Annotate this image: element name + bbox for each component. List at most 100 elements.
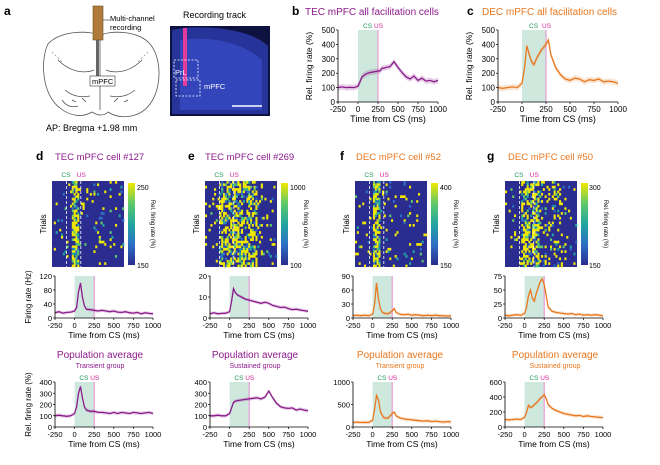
raster-cell — [378, 212, 381, 215]
raster-cell — [226, 243, 229, 246]
raster-cell — [521, 224, 524, 227]
raster-cell — [365, 190, 368, 194]
raster-cell — [73, 262, 76, 265]
raster-cell — [230, 219, 233, 222]
raster-cell — [100, 240, 103, 244]
raster-cell — [226, 259, 229, 263]
raster-cell — [255, 204, 258, 208]
raster-cell — [257, 226, 260, 230]
raster-cell — [255, 257, 258, 261]
raster-cell — [248, 185, 251, 189]
cb-g-max: 300 — [589, 185, 601, 192]
raster-cell — [71, 221, 74, 225]
raster-cell — [403, 183, 406, 187]
raster-cell — [241, 216, 244, 220]
y-tick-label: 200 — [322, 69, 336, 78]
raster-cell — [409, 262, 412, 265]
y-tick-label: 60 — [342, 286, 350, 295]
cs-label: CS — [214, 172, 224, 179]
raster-cell — [533, 212, 536, 215]
x-tick-label: 250 — [538, 430, 551, 439]
recording-drive — [92, 5, 104, 41]
y-tick-label: 200 — [39, 401, 52, 410]
x-tick-label: 0 — [371, 430, 375, 439]
raster-cell — [537, 243, 540, 246]
raster-cell — [226, 197, 229, 201]
raster-cell — [95, 221, 98, 225]
raster-cell — [537, 228, 540, 232]
raster-cell — [403, 195, 406, 199]
raster-cell — [400, 195, 403, 199]
raster-cell — [217, 207, 220, 210]
raster-cell — [374, 197, 377, 201]
raster-cell — [532, 195, 535, 199]
raster-cell — [208, 228, 211, 232]
raster-cell — [537, 240, 540, 244]
raster-cell — [219, 207, 222, 210]
raster-cell — [541, 255, 544, 258]
raster-cell — [219, 235, 222, 239]
raster-cell — [568, 185, 571, 189]
raster-cell — [564, 207, 567, 210]
raster-cell — [70, 190, 73, 194]
raster-cell — [241, 228, 244, 232]
raster-cell — [244, 188, 247, 191]
raster-cell — [523, 226, 526, 230]
raster-cell — [367, 240, 370, 244]
cs-shade — [372, 382, 393, 427]
raster-cell — [535, 255, 538, 258]
raster-cell — [373, 228, 376, 232]
raster-cell — [71, 188, 74, 191]
raster-cell — [79, 214, 82, 218]
raster-cell — [71, 228, 74, 232]
raster-cell — [239, 200, 242, 203]
raster-cell — [77, 226, 80, 230]
raster-cell — [537, 245, 540, 249]
raster-cell — [524, 257, 527, 261]
y-tick-label: 10 — [199, 293, 207, 302]
raster-cell — [66, 245, 69, 249]
raster-cell — [544, 255, 547, 258]
raster-cell — [523, 190, 526, 194]
raster-cell — [221, 216, 224, 220]
raster-cell — [537, 262, 540, 265]
raster-cell — [551, 224, 554, 227]
x-tick-label: -250 — [47, 430, 62, 439]
raster-cell — [548, 188, 551, 191]
raster-cell — [548, 262, 551, 265]
raster-cell — [376, 257, 379, 261]
raster-cell — [523, 228, 526, 232]
chart-c: CS US-250 0 250 500 750 10000100200300400500Ti… — [464, 23, 627, 124]
x-tick-label: 500 — [263, 321, 276, 330]
x-tick-label: 0 — [523, 430, 527, 439]
raster-cell — [233, 209, 236, 213]
raster-cell — [235, 195, 238, 199]
raster-cell — [537, 252, 540, 256]
series-line — [209, 286, 309, 315]
raster-cell — [248, 188, 251, 191]
raster-cell — [530, 183, 533, 187]
raster-cell — [271, 209, 274, 213]
raster-cell — [551, 195, 554, 199]
raster-cell — [373, 226, 376, 230]
raster-cell — [521, 257, 524, 261]
colorbar-label: Rel. firing rate (%) — [452, 200, 458, 248]
raster-cell — [77, 243, 80, 246]
raster-cell — [73, 200, 76, 203]
raster-cell — [360, 245, 363, 249]
y-tick-label: 600 — [489, 378, 502, 387]
raster-cell — [71, 264, 74, 268]
raster-cell — [528, 252, 531, 256]
cs-label: CS — [79, 375, 89, 382]
raster-cell — [273, 238, 276, 242]
raster-cell — [232, 181, 235, 184]
us-label: US — [230, 172, 240, 179]
raster-cell — [55, 231, 58, 234]
trials-label: Trials — [342, 214, 351, 233]
raster-cell — [242, 195, 245, 199]
us-label: US — [388, 375, 398, 382]
raster-cell — [532, 243, 535, 246]
y-tick-label: 400 — [482, 40, 496, 49]
raster-cell — [374, 195, 377, 199]
raster-cell — [241, 238, 244, 242]
